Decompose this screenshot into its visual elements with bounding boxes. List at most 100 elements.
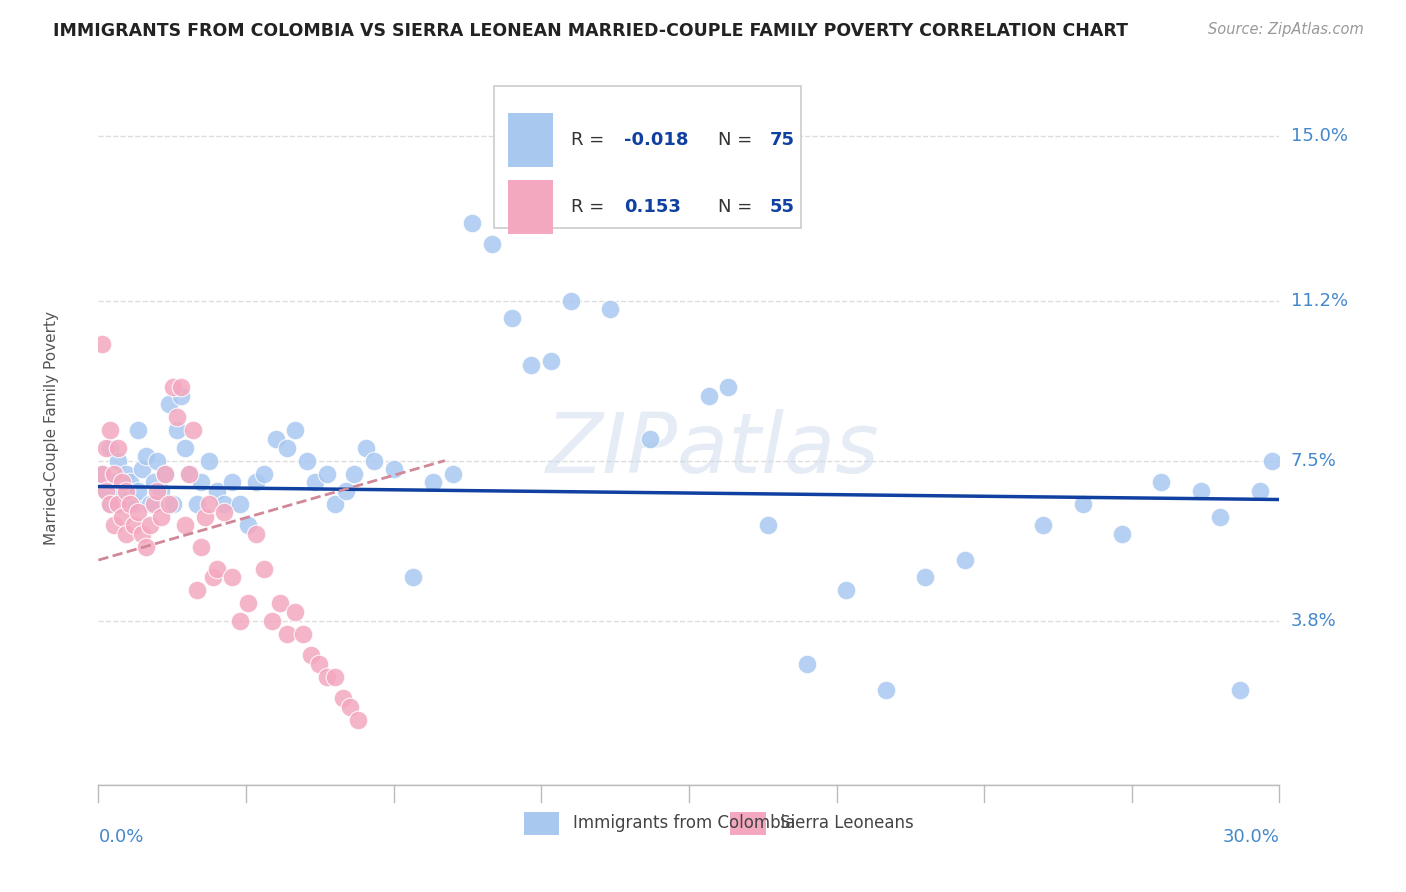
Text: ZIPatlas: ZIPatlas [546,409,879,490]
Point [201,570,224,584]
Point [422,475,444,490]
Point [335,483,357,498]
Text: 3.8%: 3.8% [1291,612,1336,630]
Point [166,410,188,425]
Point [111,509,134,524]
Text: 55: 55 [769,198,794,216]
Point [190,475,212,490]
Point [142,497,165,511]
Point [323,670,346,684]
Point [796,657,818,671]
Point [354,441,377,455]
Point [98,423,121,437]
Point [1032,518,1054,533]
Text: 75: 75 [769,131,794,149]
Point [181,423,204,437]
Point [150,509,173,524]
Point [138,497,160,511]
Point [96,483,118,498]
Point [194,509,217,524]
Point [1071,497,1094,511]
Text: 0.153: 0.153 [624,198,681,216]
Point [756,518,779,533]
Point [638,432,661,446]
Point [127,423,149,437]
Point [103,518,125,533]
Point [236,518,259,533]
Point [276,441,298,455]
Point [304,475,326,490]
Text: Immigrants from Colombia: Immigrants from Colombia [574,814,796,832]
Point [150,483,173,498]
Point [155,467,177,481]
Text: 7.5%: 7.5% [1291,451,1337,469]
Point [284,605,307,619]
Point [174,441,197,455]
Point [146,453,169,467]
Point [103,467,125,481]
Point [135,540,157,554]
Point [308,657,330,671]
Text: 0.0%: 0.0% [98,828,143,846]
Text: N =: N = [718,198,752,216]
Point [214,506,236,520]
Point [98,497,121,511]
Point [98,441,121,455]
Text: N =: N = [718,131,752,149]
Point [461,216,484,230]
Point [170,380,193,394]
Point [1150,475,1173,490]
Point [229,497,252,511]
Point [166,423,188,437]
Point [560,293,582,308]
Point [138,518,160,533]
Point [501,310,523,325]
Point [315,670,337,684]
Point [1189,483,1212,498]
Point [205,483,228,498]
Point [332,691,354,706]
Point [914,570,936,584]
Point [127,506,149,520]
Point [91,467,114,481]
Point [299,648,322,663]
Point [111,483,134,498]
Point [115,527,138,541]
Point [162,380,184,394]
Point [253,562,276,576]
Point [135,450,157,464]
Point [118,497,141,511]
Point [122,497,145,511]
Text: R =: R = [571,198,605,216]
Point [162,497,184,511]
Point [221,570,243,584]
Point [292,626,315,640]
Point [269,596,291,610]
Point [155,467,177,481]
Point [245,475,267,490]
Point [115,467,138,481]
Point [295,453,318,467]
Point [157,497,180,511]
Point [111,475,134,490]
Point [214,497,236,511]
Point [96,483,118,498]
Point [190,540,212,554]
Point [122,518,145,533]
Point [177,467,200,481]
Text: 11.2%: 11.2% [1291,292,1348,310]
Point [1249,483,1271,498]
Point [382,462,405,476]
Point [107,453,129,467]
Point [131,462,153,476]
Point [103,475,125,490]
Text: 15.0%: 15.0% [1291,128,1347,145]
Point [197,453,219,467]
Text: -0.018: -0.018 [624,131,689,149]
FancyBboxPatch shape [523,812,560,835]
Point [835,583,858,598]
Point [284,423,307,437]
Point [323,497,346,511]
Point [520,359,543,373]
Point [339,700,361,714]
